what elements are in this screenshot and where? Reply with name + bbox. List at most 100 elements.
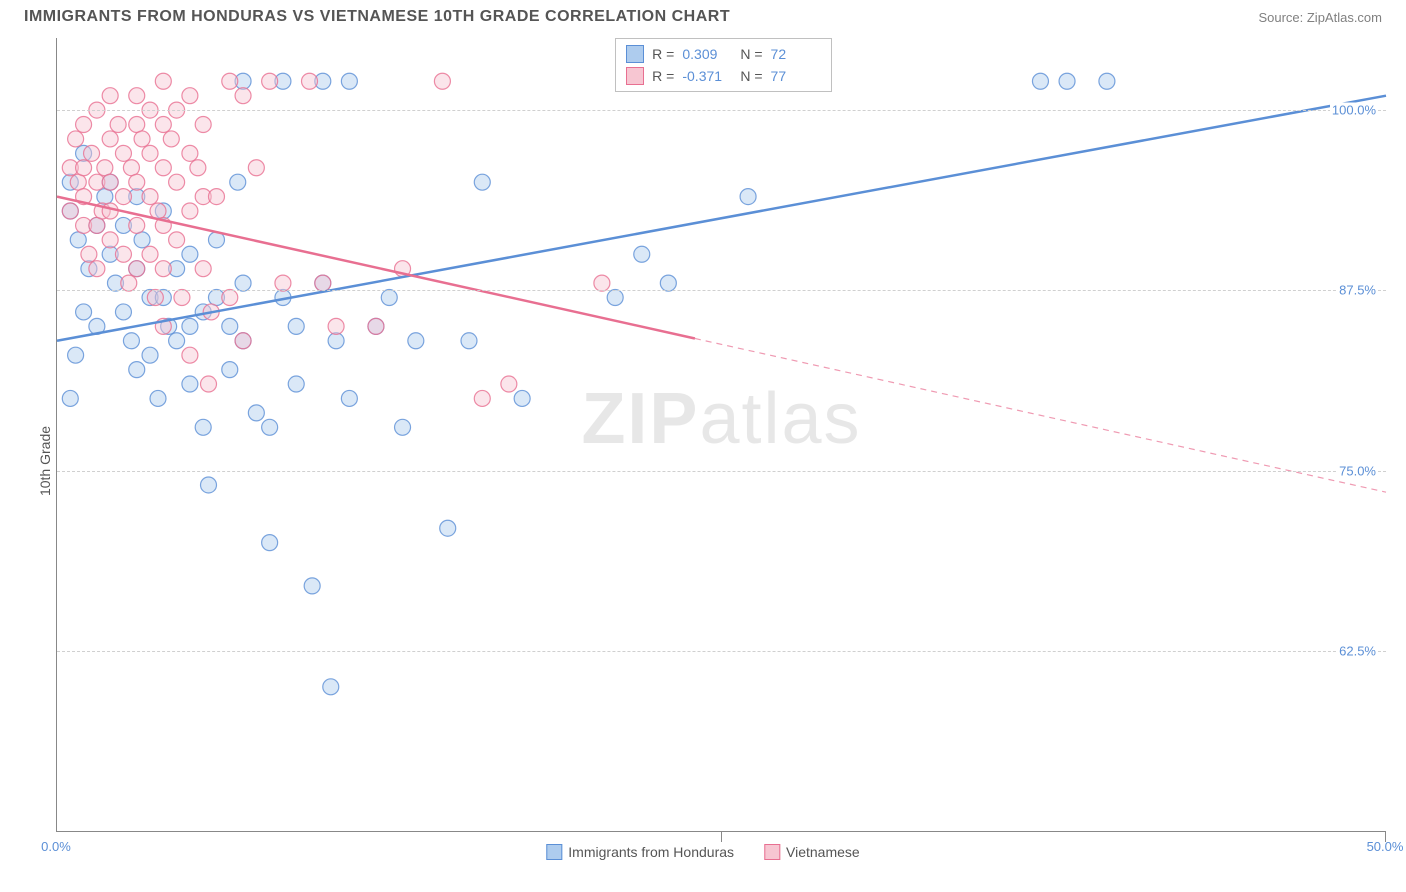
gridline	[57, 110, 1386, 111]
scatter-point-honduras	[1032, 73, 1048, 89]
scatter-point-honduras	[182, 376, 198, 392]
scatter-point-honduras	[70, 232, 86, 248]
scatter-point-honduras	[408, 333, 424, 349]
scatter-point-honduras	[474, 174, 490, 190]
scatter-point-vietnamese	[68, 131, 84, 147]
scatter-point-honduras	[660, 275, 676, 291]
y-tick-label: 75.0%	[1337, 463, 1378, 478]
gridline	[57, 651, 1386, 652]
scatter-point-honduras	[395, 419, 411, 435]
stat-n-value: 77	[771, 68, 821, 84]
scatter-point-honduras	[68, 347, 84, 363]
scatter-point-honduras	[262, 535, 278, 551]
scatter-point-honduras	[115, 304, 131, 320]
scatter-point-honduras	[134, 232, 150, 248]
scatter-point-vietnamese	[474, 390, 490, 406]
scatter-point-vietnamese	[102, 131, 118, 147]
scatter-point-vietnamese	[248, 160, 264, 176]
scatter-point-vietnamese	[182, 347, 198, 363]
scatter-point-vietnamese	[142, 189, 158, 205]
y-tick-label: 87.5%	[1337, 283, 1378, 298]
scatter-point-vietnamese	[115, 145, 131, 161]
chart-header: IMMIGRANTS FROM HONDURAS VS VIETNAMESE 1…	[0, 0, 1406, 30]
scatter-point-honduras	[201, 477, 217, 493]
x-tick-label: 0.0%	[41, 839, 71, 854]
legend-label: Vietnamese	[786, 844, 860, 860]
scatter-point-vietnamese	[163, 131, 179, 147]
scatter-point-vietnamese	[155, 117, 171, 133]
scatter-point-vietnamese	[147, 290, 163, 306]
stats-legend: R =0.309N =72R =-0.371N =77	[615, 38, 831, 92]
scatter-point-vietnamese	[129, 88, 145, 104]
gridline	[57, 471, 1386, 472]
stats-row-honduras: R =0.309N =72	[626, 43, 820, 65]
scatter-point-vietnamese	[594, 275, 610, 291]
scatter-point-vietnamese	[222, 290, 238, 306]
legend-label: Immigrants from Honduras	[568, 844, 734, 860]
scatter-point-vietnamese	[76, 117, 92, 133]
scatter-point-honduras	[607, 290, 623, 306]
scatter-point-vietnamese	[129, 261, 145, 277]
scatter-point-honduras	[341, 390, 357, 406]
scatter-point-vietnamese	[81, 246, 97, 262]
scatter-point-honduras	[129, 362, 145, 378]
bottom-legend: Immigrants from Honduras Vietnamese	[546, 844, 859, 860]
scatter-point-vietnamese	[182, 88, 198, 104]
scatter-point-vietnamese	[222, 73, 238, 89]
scatter-point-vietnamese	[115, 189, 131, 205]
scatter-point-vietnamese	[195, 261, 211, 277]
scatter-point-vietnamese	[102, 174, 118, 190]
scatter-point-vietnamese	[97, 160, 113, 176]
scatter-point-honduras	[222, 362, 238, 378]
scatter-point-honduras	[182, 246, 198, 262]
scatter-point-honduras	[123, 333, 139, 349]
scatter-point-vietnamese	[89, 217, 105, 233]
scatter-point-honduras	[328, 333, 344, 349]
scatter-point-honduras	[304, 578, 320, 594]
scatter-point-honduras	[740, 189, 756, 205]
scatter-point-vietnamese	[110, 117, 126, 133]
scatter-point-vietnamese	[102, 203, 118, 219]
scatter-point-vietnamese	[368, 318, 384, 334]
scatter-point-vietnamese	[302, 73, 318, 89]
chart-container: IMMIGRANTS FROM HONDURAS VS VIETNAMESE 1…	[0, 0, 1406, 892]
scatter-point-honduras	[222, 318, 238, 334]
scatter-point-vietnamese	[89, 261, 105, 277]
scatter-point-vietnamese	[84, 145, 100, 161]
scatter-point-honduras	[142, 347, 158, 363]
legend-swatch-vietnamese	[764, 844, 780, 860]
scatter-point-honduras	[169, 333, 185, 349]
scatter-point-honduras	[440, 520, 456, 536]
scatter-point-vietnamese	[102, 88, 118, 104]
legend-item-honduras: Immigrants from Honduras	[546, 844, 734, 860]
scatter-point-honduras	[262, 419, 278, 435]
x-tick-mark	[1385, 832, 1386, 842]
stat-n-value: 72	[771, 46, 821, 62]
scatter-point-honduras	[381, 290, 397, 306]
scatter-point-vietnamese	[190, 160, 206, 176]
scatter-point-vietnamese	[434, 73, 450, 89]
scatter-point-vietnamese	[142, 246, 158, 262]
stat-r-label: R =	[652, 68, 674, 84]
scatter-point-vietnamese	[129, 174, 145, 190]
scatter-point-vietnamese	[208, 189, 224, 205]
scatter-point-honduras	[76, 304, 92, 320]
scatter-point-vietnamese	[182, 145, 198, 161]
source-attribution: Source: ZipAtlas.com	[1258, 10, 1382, 25]
scatter-point-vietnamese	[121, 275, 137, 291]
legend-item-vietnamese: Vietnamese	[764, 844, 860, 860]
scatter-point-vietnamese	[235, 333, 251, 349]
source-name: ZipAtlas.com	[1307, 10, 1382, 25]
scatter-point-vietnamese	[129, 217, 145, 233]
scatter-point-honduras	[634, 246, 650, 262]
plot-svg	[57, 38, 1386, 831]
scatter-point-vietnamese	[174, 290, 190, 306]
stat-r-value: -0.371	[682, 68, 732, 84]
scatter-point-honduras	[230, 174, 246, 190]
scatter-point-honduras	[182, 318, 198, 334]
scatter-point-vietnamese	[115, 246, 131, 262]
scatter-point-vietnamese	[169, 174, 185, 190]
scatter-point-vietnamese	[155, 160, 171, 176]
stat-n-label: N =	[740, 46, 762, 62]
scatter-point-vietnamese	[328, 318, 344, 334]
